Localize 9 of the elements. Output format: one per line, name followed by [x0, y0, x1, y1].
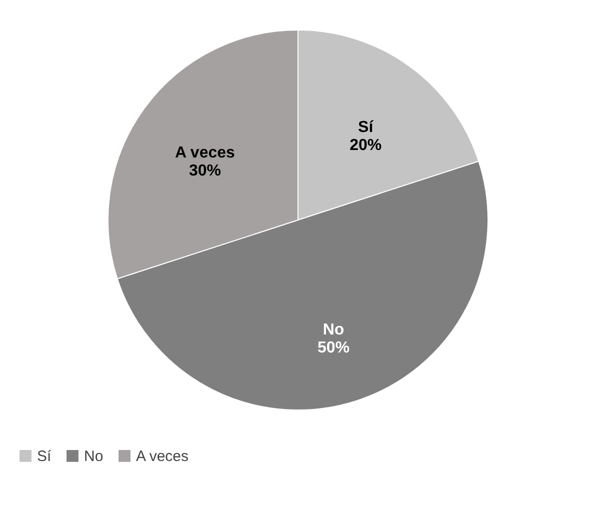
data-label: 30% [188, 162, 221, 180]
slice-label: Sí [358, 118, 374, 136]
data-label: 50% [318, 339, 350, 356]
legend-label: No [84, 448, 104, 465]
data-label: 20% [350, 136, 382, 154]
slice-label: A veces [175, 144, 236, 162]
legend-label: Sí [37, 448, 52, 465]
slice-label: No [322, 321, 344, 338]
legend-label: A veces [136, 448, 189, 465]
